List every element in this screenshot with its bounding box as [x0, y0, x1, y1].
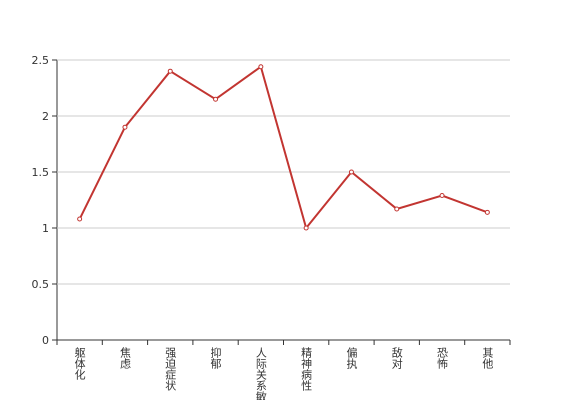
y-tick-label: 1.5	[32, 166, 50, 179]
x-tick-label: 精神病性	[300, 347, 313, 392]
point	[167, 68, 173, 74]
point	[77, 216, 83, 222]
point	[213, 96, 219, 102]
y-tick-label: 1	[42, 222, 49, 235]
x-tick-label: 恐怖	[436, 347, 449, 369]
y-tick-label: 2	[42, 110, 49, 123]
point	[348, 169, 354, 175]
x-tick-label: 抑郁	[209, 346, 222, 369]
point	[122, 124, 128, 130]
point	[258, 64, 264, 70]
x-tick-label: 人际关系敏感	[254, 347, 267, 400]
y-tick-label: 2.5	[32, 54, 50, 67]
point	[394, 206, 400, 212]
x-tick-label: 偏执	[345, 346, 358, 370]
line	[78, 65, 488, 231]
point	[439, 193, 445, 199]
point	[484, 209, 490, 215]
point	[303, 225, 309, 231]
x-tick-label: 焦虑	[118, 347, 131, 369]
x-tick-label: 敌对	[390, 346, 403, 369]
x-tick-label: 其他	[481, 347, 494, 369]
x-tick-label: 躯体化	[73, 347, 86, 381]
y-tick-label: 0.5	[32, 278, 50, 291]
x-tick-label: 强迫症状	[164, 347, 177, 391]
y-tick-label: 0	[42, 334, 49, 347]
